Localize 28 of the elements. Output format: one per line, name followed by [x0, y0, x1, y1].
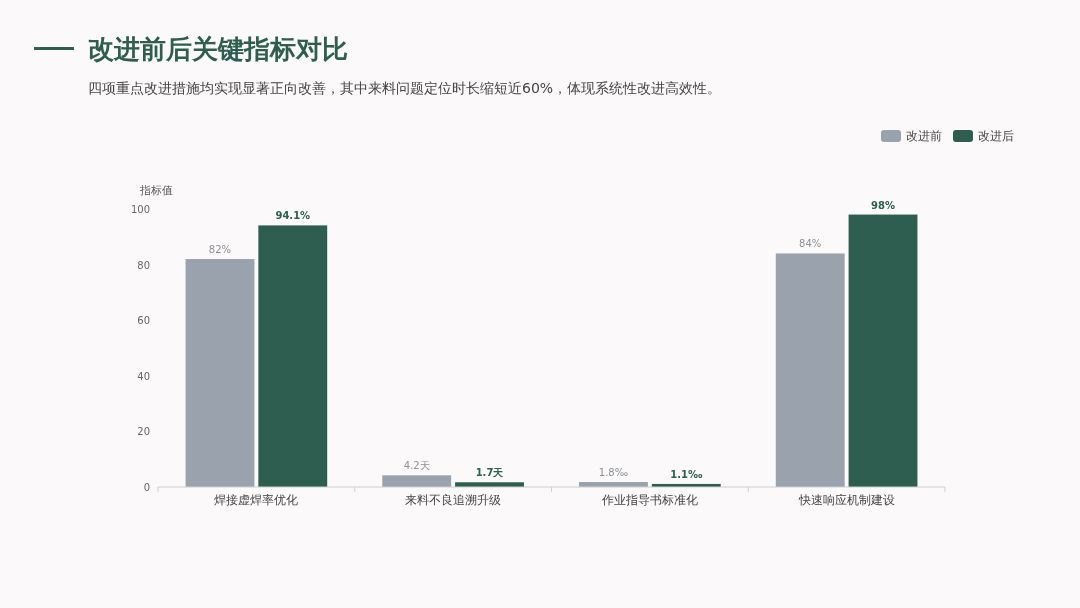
bar	[258, 225, 328, 487]
legend-label: 改进后	[978, 129, 1014, 143]
data-label: 82%	[208, 244, 232, 256]
chart-title: 改进前后关键指标对比	[88, 34, 348, 64]
data-label: 1.7天	[475, 467, 505, 479]
x-tick-label: 焊接虚焊率优化	[214, 493, 299, 507]
data-label: 94.1%	[275, 210, 311, 222]
data-label: 4.2天	[403, 460, 430, 472]
bar	[382, 475, 452, 487]
y-tick-label: 20	[137, 426, 150, 438]
data-label: 1.8‰	[598, 467, 629, 478]
y-axis-title: 指标值	[139, 184, 173, 197]
data-label: 84%	[799, 238, 822, 250]
y-tick-label: 100	[130, 204, 150, 215]
y-tick-label: 0	[143, 482, 150, 493]
data-label: 1.1‰	[670, 468, 703, 480]
x-tick-label: 作业指导书标准化	[600, 493, 698, 507]
legend-label: 改进前	[906, 129, 942, 143]
x-tick-label: 来料不良追溯升级	[405, 493, 502, 507]
y-tick-label: 60	[137, 315, 150, 327]
y-tick-label: 80	[137, 259, 150, 271]
bar	[848, 214, 918, 487]
data-label: 98%	[871, 199, 895, 211]
bar	[185, 259, 255, 487]
y-tick-label: 40	[137, 370, 150, 382]
chart-subtitle: 四项重点改进措施均实现显著正向改善，其中来料问题定位时长缩短近60%，体现系统性改进高效性。	[88, 80, 722, 96]
bar	[775, 253, 845, 487]
x-tick-label: 快速响应机制建设	[797, 493, 895, 507]
